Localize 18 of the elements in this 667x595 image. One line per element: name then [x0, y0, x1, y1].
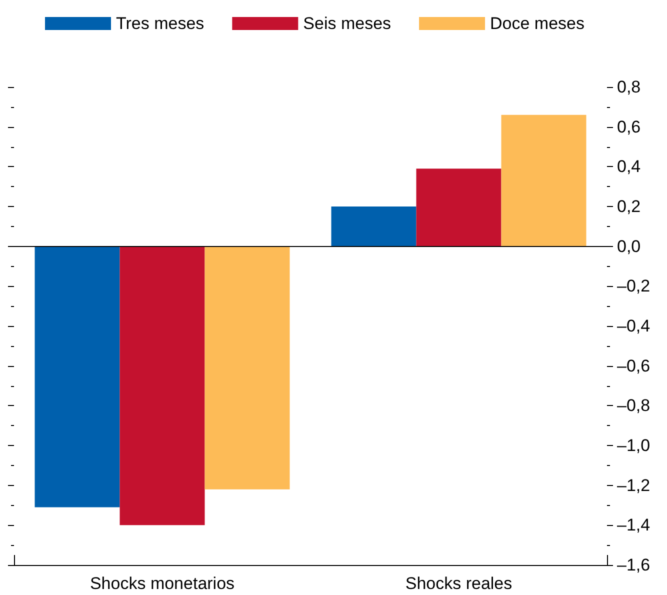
y-tick-label: 0,4	[617, 157, 641, 176]
y-tick-label: 0,0	[617, 236, 641, 256]
legend-label: Doce meses	[490, 14, 585, 33]
y-tick-label: –1,0	[617, 436, 650, 455]
y-tick-label: –0,4	[617, 316, 650, 336]
y-tick-label: –1,4	[617, 516, 650, 535]
y-tick-label: –0,6	[617, 356, 650, 376]
y-tick-label: –0,2	[617, 276, 650, 296]
y-tick-label: 0,6	[617, 117, 641, 136]
x-tick-label: Shocks monetarios	[90, 574, 235, 593]
y-tick-label: 0,8	[617, 78, 641, 96]
y-tick-label: –1,2	[617, 476, 650, 495]
x-tick-label: Shocks reales	[405, 574, 512, 593]
legend-label: Tres meses	[116, 14, 204, 33]
legend-label: Seis meses	[303, 14, 392, 33]
y-tick-label: 0,2	[617, 197, 641, 216]
y-tick-label: –0,8	[617, 396, 650, 416]
y-tick-label: –1,6	[617, 556, 650, 574]
